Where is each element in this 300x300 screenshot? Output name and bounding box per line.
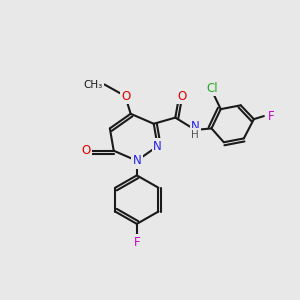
- Text: F: F: [134, 236, 140, 249]
- Text: F: F: [268, 110, 274, 123]
- Text: N: N: [132, 154, 141, 167]
- Text: N: N: [191, 120, 200, 133]
- Text: N: N: [153, 140, 162, 153]
- Text: H: H: [191, 130, 199, 140]
- Text: O: O: [81, 144, 91, 157]
- Text: Cl: Cl: [206, 82, 218, 95]
- Text: O: O: [178, 90, 187, 103]
- Text: CH₃: CH₃: [84, 80, 103, 89]
- Text: O: O: [122, 90, 131, 103]
